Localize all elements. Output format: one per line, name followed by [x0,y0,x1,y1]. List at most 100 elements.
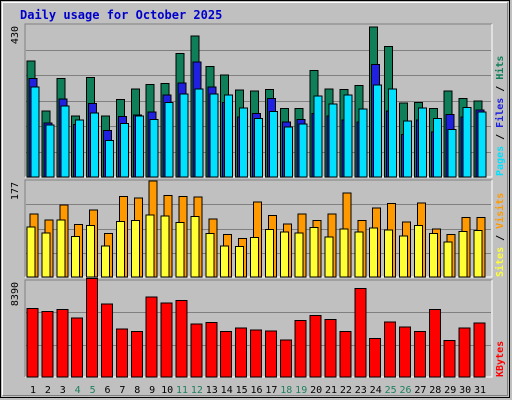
sites-bar [205,233,215,278]
sites-bar [443,241,453,278]
sites-bar [145,214,155,278]
x-tick-label: 7 [119,385,125,396]
kbytes-bar [26,308,39,378]
kbytes-bar [294,320,307,378]
panel-2-border-top [24,179,492,277]
x-tick-label: 16 [250,385,262,396]
panel-1-bars [26,26,487,178]
pages-bar [45,124,55,178]
pages-bar [343,94,353,178]
pages-bar [328,103,338,178]
sites-bar [458,231,468,278]
x-tick-label: 21 [325,385,337,396]
x-tick-label: 5 [90,385,96,396]
pages-bar [373,84,383,178]
panel-2-ymax-label: 177 [10,182,21,200]
x-axis-day-labels: 1 2 3 4 5 6 7 8 9 10 11 12 13 14 15 16 17 18 19 20 21 22 23 24 2… [30,385,486,396]
kbytes-bar [56,309,69,378]
pages-bar [239,107,249,178]
panel-1-border-top [24,23,492,177]
kbytes-bar [130,331,143,378]
legend-entry: Hits [494,56,506,80]
pages-bar [313,95,323,178]
sites-bar [294,232,304,278]
sites-bar [101,245,110,278]
x-tick-label: 25 [385,385,397,396]
x-tick-label: 3 [60,385,66,396]
pages-bar [388,88,398,178]
legend-separator: / [495,128,506,146]
panel-3-bars [26,277,486,378]
pages-bar [224,94,234,178]
x-tick-label: 15 [236,385,248,396]
kbytes-bar [384,321,397,378]
chart-title: Daily usage for October 2025 [20,8,223,22]
kbytes-bar [428,309,441,378]
x-tick-label: 1 [30,385,36,396]
sites-bar [428,233,438,278]
x-tick-label: 14 [221,385,233,396]
kbytes-bar [101,303,113,378]
x-tick-label: 6 [104,385,110,396]
x-tick-label: 17 [265,385,277,396]
x-tick-label: 23 [355,385,367,396]
kbytes-bar [443,340,456,378]
x-tick-label: 26 [399,385,411,396]
pages-bar [298,123,308,178]
kbytes-bar [473,322,486,378]
sites-bar [324,236,334,278]
pages-bar [358,108,368,178]
panel-3-ymax-label: 8390 [10,282,21,306]
x-tick-label: 9 [149,385,155,396]
sites-bar [413,225,423,278]
legend-entry: Pages [495,146,506,176]
sites-bar [190,216,200,278]
sites-bar [175,222,185,278]
kbytes-bar [369,338,382,378]
kbytes-bar [220,331,233,378]
x-tick-label: 10 [161,385,173,396]
sites-bar [264,228,274,278]
sites-bar [339,228,349,278]
x-tick-label: 20 [310,385,322,396]
x-tick-label: 4 [75,385,81,396]
panel-3-legend: KBytes [495,341,506,377]
sites-bar [220,245,230,278]
sites-bar [130,220,140,278]
panel-visits-sites: 177 Sites / Visits [10,179,506,278]
kbytes-bar [399,326,411,378]
x-tick-label: 11 [176,385,188,396]
kbytes-bar [86,277,99,378]
panel-1-legend: Pages / Files / Hits [494,56,506,176]
kbytes-bar [354,287,367,378]
legend-text: Sites / Visits [494,193,506,277]
pages-bar [75,119,85,178]
kbytes-bar [175,300,188,378]
kbytes-bar [115,328,128,378]
kbytes-bar [71,317,84,378]
kbytes-bar [413,330,426,378]
legend-text: Pages / Files / Hits [494,56,506,176]
kbytes-bar [190,323,203,378]
pages-bar [179,93,189,178]
kbytes-bar [205,321,218,378]
kbytes-bar [250,329,262,378]
pages-bar [105,140,114,178]
chart-frame-bevel [2,2,508,396]
pages-bar [119,122,129,178]
sites-bar [309,227,319,278]
panel-2-legend: Sites / Visits [494,193,506,277]
kbytes-bar [309,315,322,378]
sites-bar [279,231,289,278]
sites-bar [26,226,36,278]
legend-text: KBytes [495,341,506,377]
sites-bar [115,221,125,278]
x-tick-label: 19 [295,385,307,396]
pages-bar [462,106,472,178]
sites-bar [41,232,51,278]
panel-kbytes: 8390 KBytes [10,277,506,378]
panel-hits-files-pages: 430 Pages / Files / Hits [10,23,506,178]
sites-bar [56,219,66,278]
kbytes-bar [458,327,471,378]
